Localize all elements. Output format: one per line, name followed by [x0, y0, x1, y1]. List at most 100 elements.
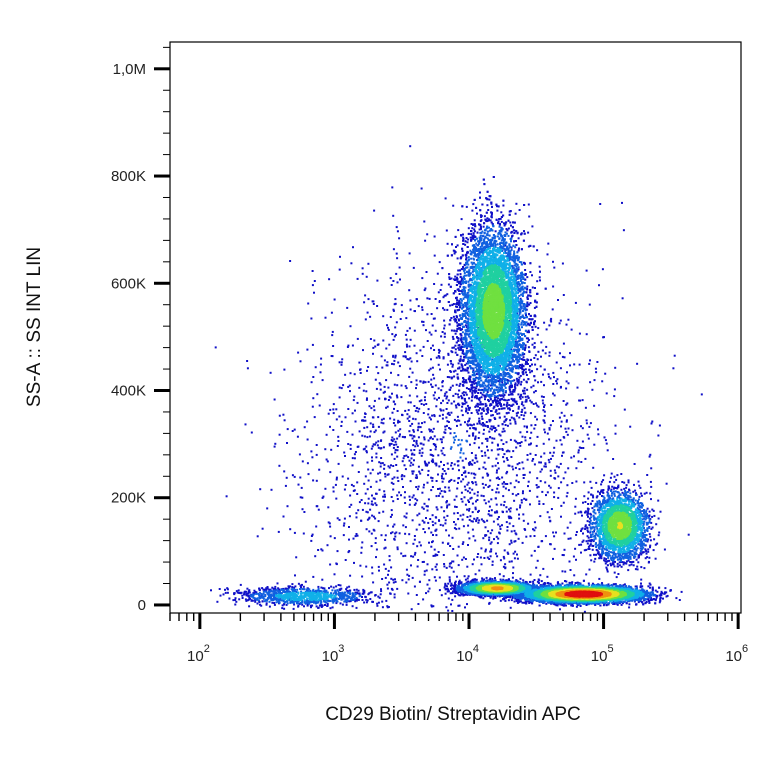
data-point [311, 343, 314, 346]
data-point [379, 471, 382, 474]
data-point [486, 439, 489, 442]
data-point [536, 333, 539, 336]
data-point [392, 309, 395, 312]
data-point [497, 467, 500, 470]
data-point [526, 285, 529, 288]
data-point [342, 384, 345, 387]
data-point [478, 397, 481, 400]
data-point [583, 495, 586, 498]
data-point [508, 450, 511, 453]
data-point [538, 500, 541, 503]
data-point [443, 335, 446, 338]
data-point [489, 555, 492, 558]
data-point [425, 271, 428, 273]
data-point [655, 523, 658, 526]
data-point [505, 450, 508, 453]
data-point [339, 584, 342, 587]
data-point [473, 228, 476, 231]
data-point [526, 430, 529, 433]
data-point [368, 405, 371, 408]
data-point [446, 585, 448, 588]
data-point [594, 557, 597, 560]
data-point [395, 252, 398, 255]
data-point [488, 420, 491, 423]
data-point [448, 534, 450, 537]
data-point [527, 600, 530, 603]
data-point [524, 274, 527, 276]
data-point [407, 358, 410, 361]
data-point [473, 558, 475, 561]
data-point [363, 482, 366, 485]
data-point [524, 411, 527, 414]
data-point [505, 405, 508, 408]
data-point [549, 486, 552, 489]
data-point [283, 470, 286, 473]
data-point [265, 588, 268, 591]
data-point [505, 596, 507, 599]
data-point [387, 326, 389, 329]
data-point [366, 511, 369, 514]
data-point [460, 299, 463, 302]
data-point [465, 387, 468, 390]
data-point [507, 393, 510, 396]
data-point [475, 206, 478, 209]
data-point [380, 355, 383, 358]
data-point [518, 600, 521, 603]
data-point [426, 509, 429, 512]
data-point [452, 394, 455, 397]
data-point [484, 437, 487, 440]
data-point [629, 557, 632, 560]
data-point [222, 593, 225, 596]
data-point [453, 329, 456, 332]
data-point [358, 430, 361, 433]
data-point [479, 209, 482, 212]
data-point [532, 580, 535, 583]
data-point [491, 578, 494, 581]
data-point [365, 565, 368, 568]
data-point [585, 548, 588, 551]
data-point [466, 412, 469, 415]
data-point [301, 588, 304, 591]
data-point [446, 514, 449, 517]
data-point [393, 359, 396, 362]
data-point [245, 590, 248, 593]
data-point [379, 462, 382, 465]
data-point [404, 491, 406, 494]
data-point [426, 463, 429, 466]
data-point [607, 556, 610, 559]
data-point [416, 407, 418, 410]
data-point [592, 466, 595, 469]
data-point [560, 443, 563, 446]
data-point [620, 473, 623, 475]
data-point [392, 446, 395, 449]
data-point [380, 439, 383, 442]
data-point [513, 486, 516, 489]
data-point [478, 431, 481, 434]
data-point [343, 600, 346, 603]
data-point [396, 230, 399, 233]
data-point [501, 510, 504, 513]
data-point [450, 377, 453, 380]
data-point [417, 410, 420, 413]
data-point [463, 575, 466, 578]
data-point [274, 585, 277, 588]
data-point [452, 315, 455, 318]
data-point [465, 369, 468, 372]
data-point [439, 523, 442, 526]
data-point [365, 601, 368, 604]
data-point [649, 453, 652, 456]
data-point [388, 444, 391, 447]
data-point [581, 527, 584, 530]
data-point [363, 301, 366, 304]
data-point [437, 363, 440, 366]
data-point [475, 382, 478, 385]
data-point [606, 560, 609, 563]
data-point [535, 305, 538, 308]
data-point [355, 588, 358, 591]
data-point [498, 218, 501, 221]
data-point [552, 392, 554, 395]
data-point [406, 329, 409, 332]
data-point [499, 378, 502, 380]
data-point [477, 409, 480, 412]
data-point [410, 381, 413, 384]
